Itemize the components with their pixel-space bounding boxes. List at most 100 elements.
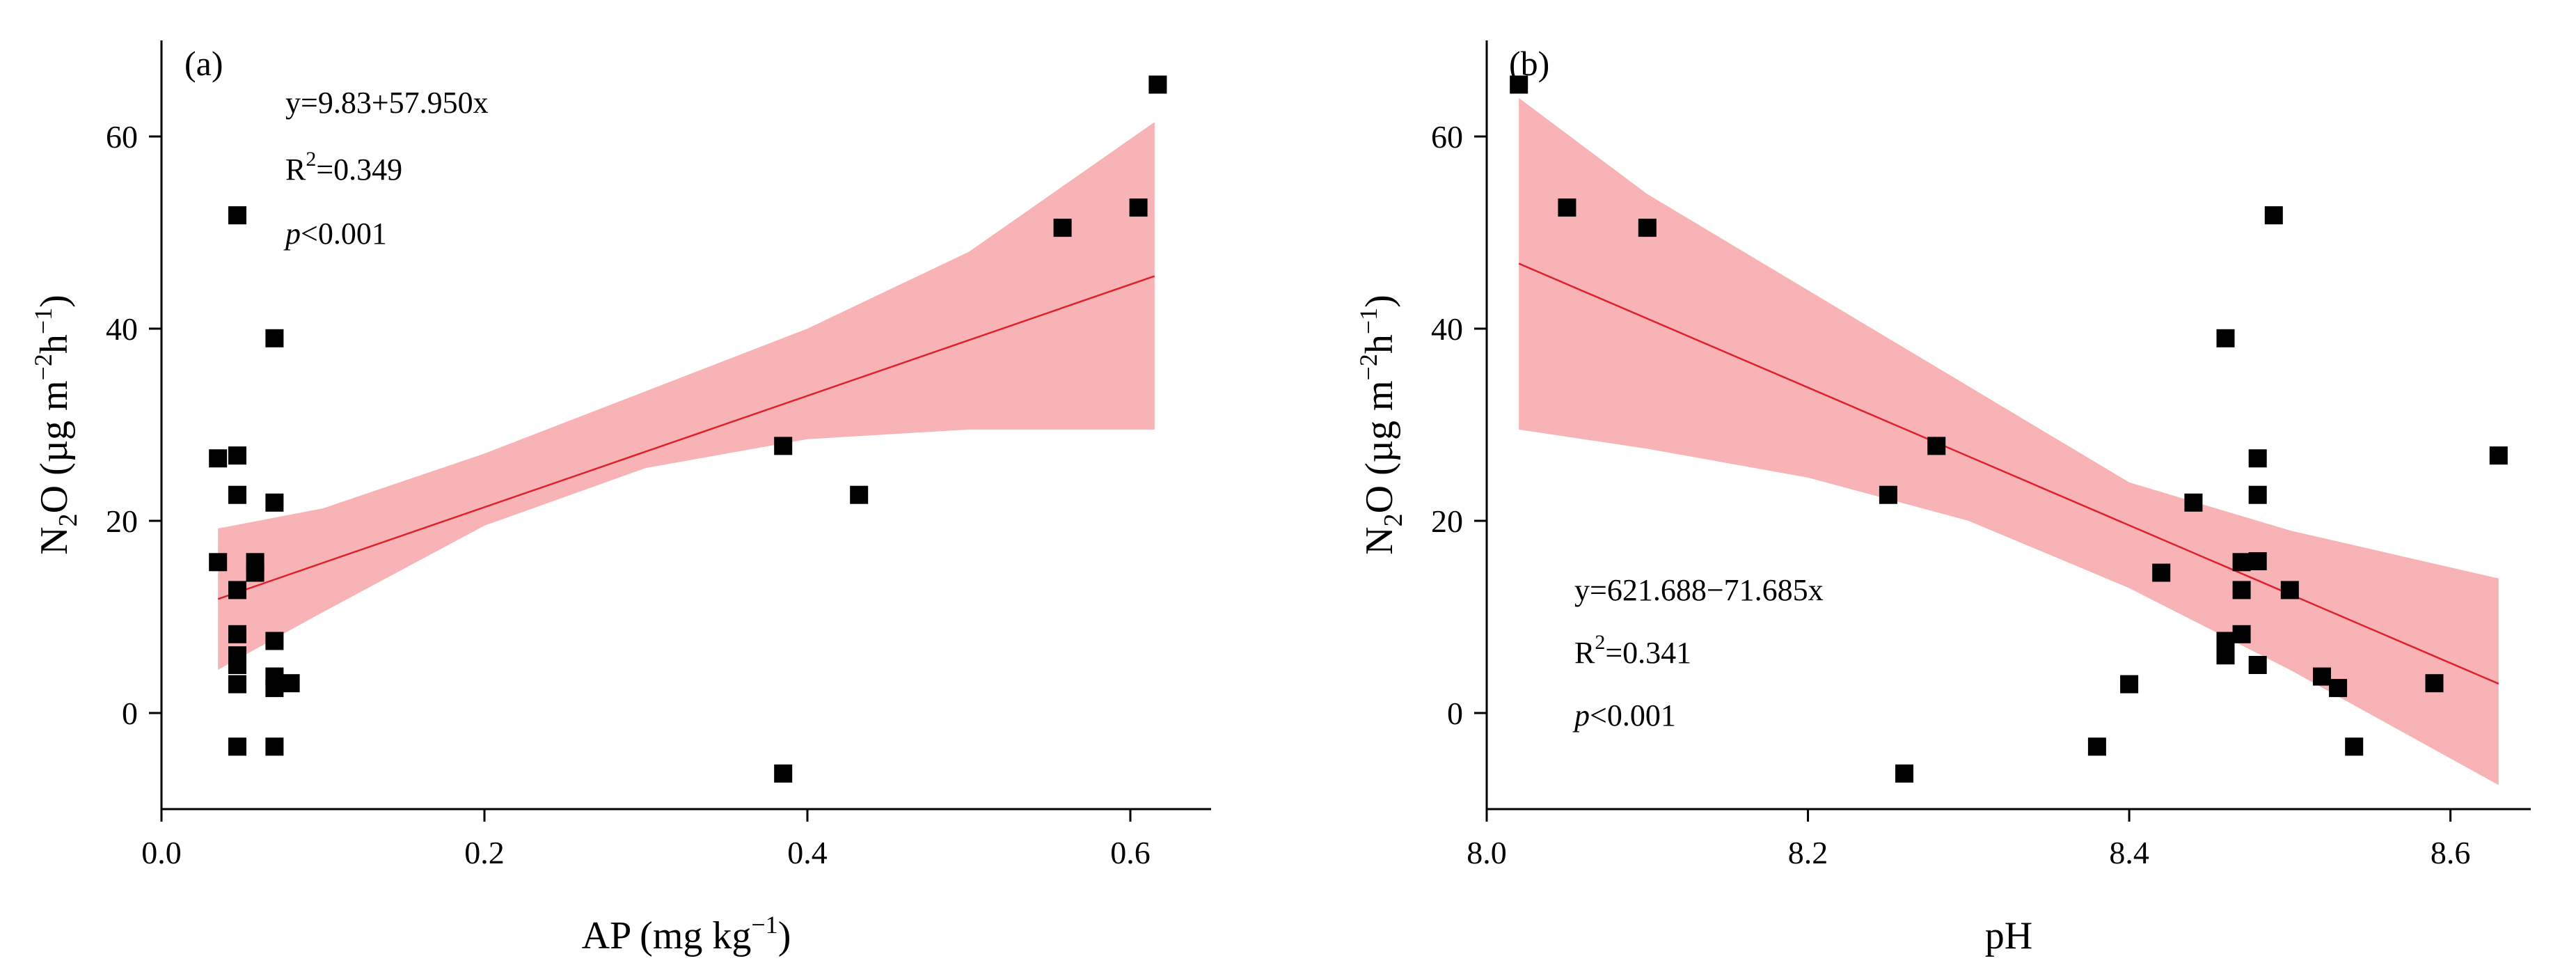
panel-a-y-title-o: O (µg m [33, 380, 76, 513]
panel-b-y-title-close: ) [1358, 295, 1401, 308]
panel-b-data-point [2232, 553, 2251, 572]
panel-a-r2-base: R [285, 152, 306, 187]
panel-b-data-point [2232, 581, 2251, 600]
panel-b-x-tick-label: 8.6 [2431, 835, 2471, 870]
panel-a-data-point [265, 737, 284, 756]
panel-b-data-point [1895, 764, 1913, 783]
panel-b-x-tick-label: 8.0 [1467, 835, 1507, 870]
panel-a-data-point [209, 553, 228, 572]
panel-b-data-point [2232, 625, 2251, 643]
panel-a-y-ticks: 0 20 40 60 [106, 119, 161, 731]
panel-a-data-point [228, 581, 246, 600]
panel-b-p-italic: p [1572, 698, 1590, 733]
panel-a-p-value: p<0.001 [283, 217, 387, 251]
panel-a-data-point [228, 446, 246, 465]
panel-b: 8.0 8.2 8.4 8.6 0 20 40 60 (b) y=621.688−71.68… [1354, 40, 2531, 957]
panel-b-data-point [2248, 449, 2267, 468]
panel-b-y-title-n: N [1358, 526, 1401, 554]
panel-a-data-point [281, 674, 300, 693]
panel-b-data-point [2345, 737, 2364, 756]
panel-a-p-rest: <0.001 [301, 217, 387, 251]
panel-b-y-title-sup2: −1 [1354, 308, 1382, 334]
panel-b-data-point [2184, 493, 2203, 512]
panel-a-x-ticks: 0.0 0.2 0.4 0.6 [141, 809, 1151, 870]
panel-a-y-title-sub: 2 [54, 513, 83, 526]
panel-a-data-point [228, 485, 246, 504]
panel-b-y-tick-label: 60 [1431, 119, 1463, 155]
panel-a-data-point [1148, 75, 1167, 94]
panel-b-data-point [2152, 563, 2171, 582]
panel-b-data-point [1558, 198, 1577, 217]
panel-a-equation: y=9.83+57.950x [285, 86, 489, 120]
panel-b-y-ticks: 0 20 40 60 [1431, 119, 1487, 731]
panel-a-data-point [774, 764, 793, 783]
panel-a-data-point [228, 675, 246, 694]
panel-a-r2-sup: 2 [306, 148, 316, 171]
panel-a-r2: R2=0.349 [285, 148, 402, 187]
panel-b-fit-layer [1518, 263, 2499, 685]
panel-b-data-point [2248, 485, 2267, 504]
panel-b-label: (b) [1509, 44, 1549, 83]
panel-a-x-title: AP (mg kg−1) [582, 911, 791, 957]
panel-b-data-point [2280, 581, 2299, 600]
panel-b-regression-line [1518, 263, 2499, 685]
panel-a-x-tick-label: 0.4 [787, 835, 828, 870]
panel-b-data-point [2216, 329, 2235, 347]
panel-a-band-layer [218, 122, 1155, 670]
panel-b-confidence-band [1519, 97, 2499, 785]
panel-a-data-point [228, 737, 246, 756]
panel-b-p-rest: <0.001 [1590, 698, 1676, 733]
panel-a-y-title-sup1: −2 [29, 354, 57, 380]
panel-a-y-tick-label: 40 [106, 311, 138, 347]
panel-b-r2-sup: 2 [1595, 631, 1605, 654]
panel-a-y-tick-label: 60 [106, 119, 138, 155]
panel-b-data-point [2087, 737, 2106, 756]
panel-b-y-tick-label: 20 [1431, 503, 1463, 539]
panel-b-y-title-o: O (µg m [1358, 380, 1401, 513]
panel-a-y-title-n: N [33, 526, 76, 554]
panel-b-x-title-main: pH [1985, 914, 2032, 957]
panel-b-data-point [2329, 679, 2348, 698]
panel-a-y-title-h: h [33, 334, 76, 354]
panel-a-fit-layer [217, 275, 1155, 600]
panel-b-x-title: pH [1985, 914, 2032, 957]
panel-a-data-point [265, 329, 284, 347]
panel-a-regression-line [217, 275, 1155, 600]
panel-a-y-title: N2O (µg m−2h−1) [29, 295, 83, 555]
panel-b-data-point [2313, 667, 2331, 686]
panel-b-equation: y=621.688−71.685x [1574, 573, 1824, 607]
panel-a-y-tick-label: 0 [122, 696, 138, 731]
panel-a-y-title-close: ) [33, 295, 76, 308]
panel-a-confidence-band [218, 122, 1155, 670]
panel-a-data-point [265, 679, 284, 698]
panel-b-data-point [2248, 656, 2267, 674]
panel-b-data-point [1879, 485, 1897, 504]
panel-a-data-point [228, 625, 246, 643]
panel-b-data-point [2264, 206, 2283, 225]
panel-b-data-point [1927, 437, 1946, 455]
panel-b-data-point [2216, 646, 2235, 665]
panel-a-y-title-sup2: −1 [29, 308, 57, 334]
panel-a-x-title-main: AP (mg kg [582, 914, 752, 957]
panel-a-data-point [265, 493, 284, 512]
panel-b-x-ticks: 8.0 8.2 8.4 8.6 [1467, 809, 2470, 870]
panel-a-x-tick-label: 0.6 [1110, 835, 1151, 870]
panel-a-data-point [1053, 219, 1072, 237]
panel-b-data-point [2248, 552, 2267, 570]
panel-a-x-tick-label: 0.2 [464, 835, 505, 870]
panel-a-data-point [850, 485, 869, 504]
panel-b-r2: R2=0.341 [1574, 631, 1691, 670]
panel-b-data-point [1510, 75, 1528, 94]
panel-b-y-title-sup1: −2 [1354, 354, 1382, 380]
panel-b-y-tick-label: 40 [1431, 311, 1463, 347]
panel-b-band-layer [1519, 97, 2499, 785]
panel-b-data-point [2489, 446, 2508, 465]
panel-b-data-point [2120, 675, 2139, 694]
panel-b-r2-rest: =0.341 [1605, 636, 1691, 670]
panel-a-data-point [228, 206, 246, 225]
panel-b-data-point [2425, 674, 2444, 693]
panel-b-x-tick-label: 8.2 [1788, 835, 1828, 870]
panel-a-x-title-sup: −1 [751, 911, 777, 939]
panel-b-y-title: N2O (µg m−2h−1) [1354, 295, 1408, 555]
